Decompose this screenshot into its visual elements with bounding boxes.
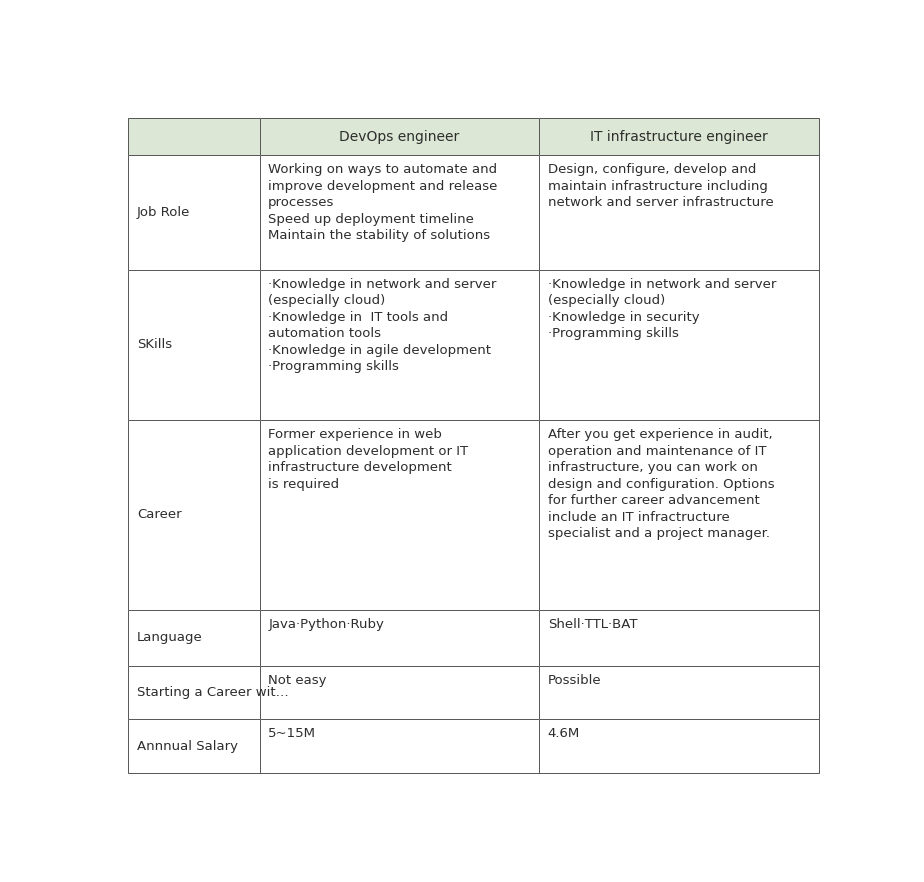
Bar [260, 155, 539, 270]
Bar [128, 720, 260, 773]
Bar [539, 720, 819, 773]
Bar [128, 270, 260, 420]
Bar [128, 270, 260, 420]
Bar [539, 609, 819, 666]
Bar [260, 609, 539, 666]
Bar [539, 420, 819, 609]
Bar [260, 270, 539, 420]
Text: Career: Career [137, 508, 182, 521]
Bar [260, 720, 539, 773]
Bar [260, 420, 539, 609]
Text: ·Knowledge in network and server
(especially cloud)
·Knowledge in  IT tools and
: ·Knowledge in network and server (especi… [268, 278, 496, 373]
Text: ·Knowledge in network and server
(especially cloud)
·Knowledge in security
·Prog: ·Knowledge in network and server (especi… [548, 278, 776, 340]
Bar [128, 609, 260, 666]
Bar [128, 666, 260, 720]
Text: Design, configure, develop and
maintain infrastructure including
network and ser: Design, configure, develop and maintain … [548, 163, 773, 209]
Bar [128, 609, 260, 666]
Text: Java·Python·Ruby: Java·Python·Ruby [268, 617, 384, 631]
Text: Language: Language [137, 632, 202, 644]
Text: Job Role: Job Role [137, 206, 190, 219]
Bar [128, 420, 260, 609]
Bar [260, 270, 539, 420]
Bar [539, 609, 819, 666]
Text: 5~15M: 5~15M [268, 728, 316, 741]
Bar [539, 155, 819, 270]
Text: Not easy: Not easy [268, 674, 327, 687]
Bar [260, 118, 539, 155]
Bar [128, 118, 260, 155]
Text: Annnual Salary: Annnual Salary [137, 739, 238, 752]
Text: Starting a Career wit…: Starting a Career wit… [137, 686, 288, 699]
Bar [260, 118, 539, 155]
Text: Possible: Possible [548, 674, 602, 687]
Bar [539, 666, 819, 720]
Bar [539, 155, 819, 270]
Bar [260, 420, 539, 609]
Text: Shell·TTL·BAT: Shell·TTL·BAT [548, 617, 638, 631]
Bar [128, 420, 260, 609]
Bar [260, 666, 539, 720]
Text: Working on ways to automate and
improve development and release
processes
Speed : Working on ways to automate and improve … [268, 163, 497, 243]
Bar [260, 666, 539, 720]
Bar [539, 118, 819, 155]
Bar [128, 155, 260, 270]
Text: 4.6M: 4.6M [548, 728, 580, 741]
Bar [260, 155, 539, 270]
Bar [128, 155, 260, 270]
Bar [539, 118, 819, 155]
Text: Former experience in web
application development or IT
infrastructure developmen: Former experience in web application dev… [268, 429, 468, 490]
Bar [260, 609, 539, 666]
Bar [128, 118, 260, 155]
Bar [539, 270, 819, 420]
Bar [539, 420, 819, 609]
Text: DevOps engineer: DevOps engineer [339, 130, 459, 144]
Bar [260, 720, 539, 773]
Text: SKills: SKills [137, 339, 172, 351]
Bar [128, 720, 260, 773]
Text: After you get experience in audit,
operation and maintenance of IT
infrastructur: After you get experience in audit, opera… [548, 429, 774, 541]
Text: IT infrastructure engineer: IT infrastructure engineer [590, 130, 768, 144]
Bar [128, 666, 260, 720]
Bar [539, 720, 819, 773]
Bar [539, 666, 819, 720]
Bar [539, 270, 819, 420]
